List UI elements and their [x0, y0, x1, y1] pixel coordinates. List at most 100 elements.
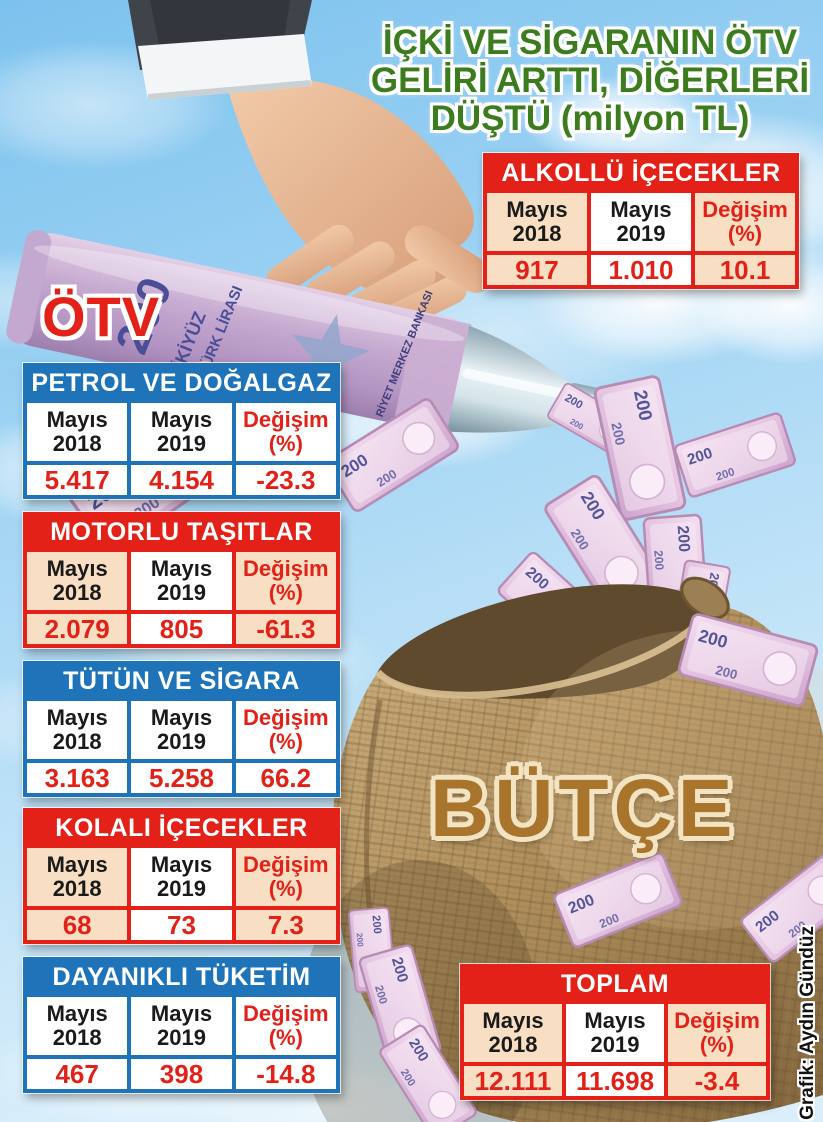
table-title: MOTORLU TAŞITLAR — [50, 517, 313, 546]
column-header-mayis-2018: Mayıs 2018 — [464, 1004, 562, 1062]
sack-knot — [680, 576, 730, 620]
table-title: KOLALI İÇECEKLER — [55, 813, 308, 842]
table-value-row: 2.079 805 -61.3 — [27, 614, 336, 644]
column-header-mayis-2019: Mayıs 2019 — [591, 193, 691, 251]
table-dayanikli-tuketim: DAYANIKLI TÜKETİM Mayıs 2018 Mayıs 2019 De… — [23, 957, 340, 1093]
table-value-row: 5.417 4.154 -23.3 — [27, 465, 336, 495]
value-cell: 805 — [131, 614, 232, 644]
value-cell: 7.3 — [235, 910, 336, 940]
table-value-row: 68 73 7.3 — [27, 910, 336, 940]
column-header-mayis-2019: Mayıs 2019 — [131, 403, 232, 461]
value-cell: 68 — [27, 910, 128, 940]
table-value-row: 917 1.010 10.1 — [487, 255, 795, 285]
table-motorlu-tasitlar: MOTORLU TAŞITLAR Mayıs 2018 Mayıs 2019 Değ… — [23, 512, 340, 648]
column-header-mayis-2019: Mayıs 2019 — [131, 848, 232, 906]
table-header-row: Mayıs 2018 Mayıs 2019 Değişim (%) — [464, 1004, 766, 1062]
column-header-line: 2018 — [52, 1025, 102, 1050]
table-header-row: Mayıs 2018 Mayıs 2019 Değişim (%) — [487, 193, 795, 251]
table-tutun-ve-sigara: TÜTÜN VE SİGARA Mayıs 2018 Mayıs 2019 Deği… — [23, 661, 340, 797]
sack-lip — [375, 603, 716, 699]
value-cell: 2.079 — [27, 614, 128, 644]
otv-label: ÖTV — [42, 285, 161, 348]
value-cell: 73 — [131, 910, 232, 940]
column-header-line: Mayıs — [46, 851, 108, 877]
table-kolali-icecekler: KOLALI İÇECEKLER Mayıs 2018 Mayıs 2019 Değ… — [23, 808, 340, 944]
column-header-line: Mayıs — [150, 1000, 213, 1026]
column-header-line: 2018 — [52, 729, 102, 754]
value-cell: -61.3 — [235, 614, 336, 644]
column-header-degisim: Değişim (%) — [235, 701, 336, 759]
column-header-mayis-2018: Mayıs 2018 — [27, 701, 128, 759]
column-header-line: Değişim — [243, 1000, 329, 1026]
table-value-row: 467 398 -14.8 — [27, 1059, 336, 1089]
table-title: ALKOLLÜ İÇECEKLER — [501, 158, 781, 187]
value-cell: 12.111 — [464, 1066, 562, 1096]
column-header-line: Mayıs — [610, 196, 672, 222]
burlap-sack — [300, 576, 823, 1122]
column-header-line: Mayıs — [482, 1007, 544, 1033]
column-header-line: 2018 — [52, 431, 102, 456]
column-header-line: (%) — [268, 1025, 303, 1050]
column-header-degisim: Değişim (%) — [235, 552, 336, 610]
value-cell: 5.258 — [131, 763, 232, 793]
value-cell: 3.163 — [27, 763, 128, 793]
column-header-line: Mayıs — [506, 196, 568, 222]
column-header-line: Mayıs — [46, 704, 108, 730]
table-header-row: Mayıs 2018 Mayıs 2019 Değişim (%) — [27, 997, 336, 1055]
butce-label: BÜTÇE — [430, 763, 738, 854]
column-header-line: 2019 — [157, 431, 206, 456]
table-title: PETROL VE DOĞALGAZ — [31, 368, 332, 397]
column-header-line: Değişim — [702, 196, 788, 222]
column-header-line: (%) — [268, 876, 303, 901]
column-header-line: Değişim — [243, 851, 329, 877]
headline-line-1: İÇKİ VE SİGARANIN ÖTV — [382, 23, 798, 62]
column-header-line: 2019 — [157, 580, 206, 605]
value-cell: -3.4 — [668, 1066, 766, 1096]
value-cell: 467 — [27, 1059, 128, 1089]
column-header-line: (%) — [727, 221, 763, 246]
column-header-line: 2018 — [52, 580, 102, 605]
table-header-row: Mayıs 2018 Mayıs 2019 Değişim (%) — [27, 552, 336, 610]
suit-sleeve — [128, 0, 312, 100]
table-petrol-ve-dogalgaz: PETROL VE DOĞALGAZ Mayıs 2018 Mayıs 2019 D… — [23, 363, 340, 499]
column-header-line: Değişim — [243, 406, 329, 432]
table-title: TOPLAM — [560, 969, 670, 998]
column-header-mayis-2019: Mayıs 2019 — [131, 552, 232, 610]
column-header-line: (%) — [268, 729, 303, 754]
column-header-mayis-2018: Mayıs 2018 — [27, 848, 128, 906]
value-cell: 1.010 — [591, 255, 691, 285]
headline: İÇKİ VE SİGARANIN ÖTV GELİRİ ARTTI, DİĞE… — [360, 24, 820, 137]
headline-line-3: DÜŞTÜ (milyon TL) — [430, 98, 750, 138]
value-cell: -14.8 — [235, 1059, 336, 1089]
value-cell: 11.698 — [566, 1066, 664, 1096]
column-header-line: 2018 — [512, 221, 562, 246]
column-header-line: Değişim — [243, 555, 329, 581]
value-cell: 5.417 — [27, 465, 128, 495]
column-header-degisim: Değişim (%) — [235, 848, 336, 906]
column-header-line: Mayıs — [150, 704, 213, 730]
value-cell: 10.1 — [695, 255, 795, 285]
table-value-row: 3.163 5.258 66.2 — [27, 763, 336, 793]
column-header-line: 2019 — [157, 729, 206, 754]
table-header-row: Mayıs 2018 Mayıs 2019 Değişim (%) — [27, 403, 336, 461]
column-header-line: Mayıs — [46, 555, 108, 581]
table-alkollu-icecekler: ALKOLLÜ İÇECEKLER Mayıs 2018 Mayıs 2019 De… — [483, 153, 799, 289]
column-header-mayis-2018: Mayıs 2018 — [27, 403, 128, 461]
column-header-line: Mayıs — [584, 1007, 646, 1033]
column-header-line: 2019 — [590, 1032, 640, 1057]
table-toplam: TOPLAM Mayıs 2018 Mayıs 2019 Değişim (%) 12… — [460, 964, 770, 1100]
value-cell: -23.3 — [235, 465, 336, 495]
column-header-line: 2018 — [52, 876, 102, 901]
column-header-mayis-2019: Mayıs 2019 — [131, 997, 232, 1055]
column-header-line: Mayıs — [150, 555, 213, 581]
value-cell: 4.154 — [131, 465, 232, 495]
column-header-line: Değişim — [674, 1007, 760, 1033]
column-header-line: Mayıs — [46, 1000, 108, 1026]
shirt-cuff — [138, 34, 312, 100]
column-header-line: Değişim — [243, 704, 329, 730]
value-cell: 917 — [487, 255, 587, 285]
value-cell: 66.2 — [235, 763, 336, 793]
column-header-line: Mayıs — [46, 406, 108, 432]
column-header-mayis-2018: Mayıs 2018 — [27, 997, 128, 1055]
